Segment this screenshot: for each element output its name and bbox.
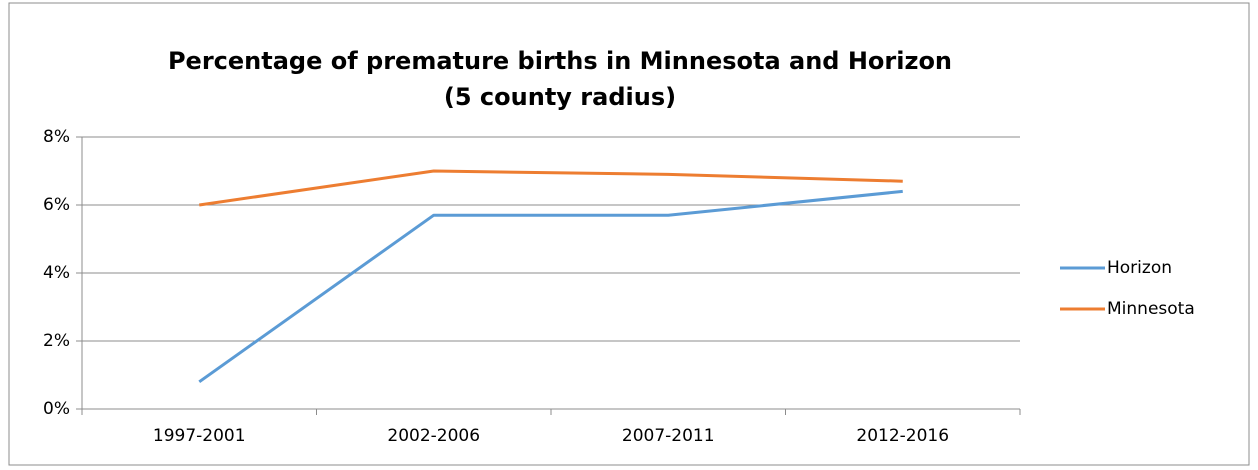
x-tick-label: 2007-2011 <box>622 426 715 446</box>
y-tick-label: 2% <box>43 331 70 351</box>
x-tick-label: 2012-2016 <box>856 426 949 446</box>
line-series <box>199 169 903 207</box>
x-tick-label: 2002-2006 <box>387 426 480 446</box>
chart-border <box>8 2 1250 466</box>
y-tick-label: 4% <box>43 263 70 283</box>
legend-label: Horizon <box>1107 258 1172 278</box>
legend-label: Minnesota <box>1107 299 1195 319</box>
y-tick-label: 8% <box>43 127 70 147</box>
chart-subtitle: (5 county radius) <box>444 83 676 111</box>
chart-title: Percentage of premature births in Minnes… <box>168 47 952 75</box>
y-tick-label: 0% <box>43 399 70 419</box>
y-tick-label: 6% <box>43 195 70 215</box>
x-tick-label: 1997-2001 <box>153 426 246 446</box>
line-series <box>198 189 903 384</box>
